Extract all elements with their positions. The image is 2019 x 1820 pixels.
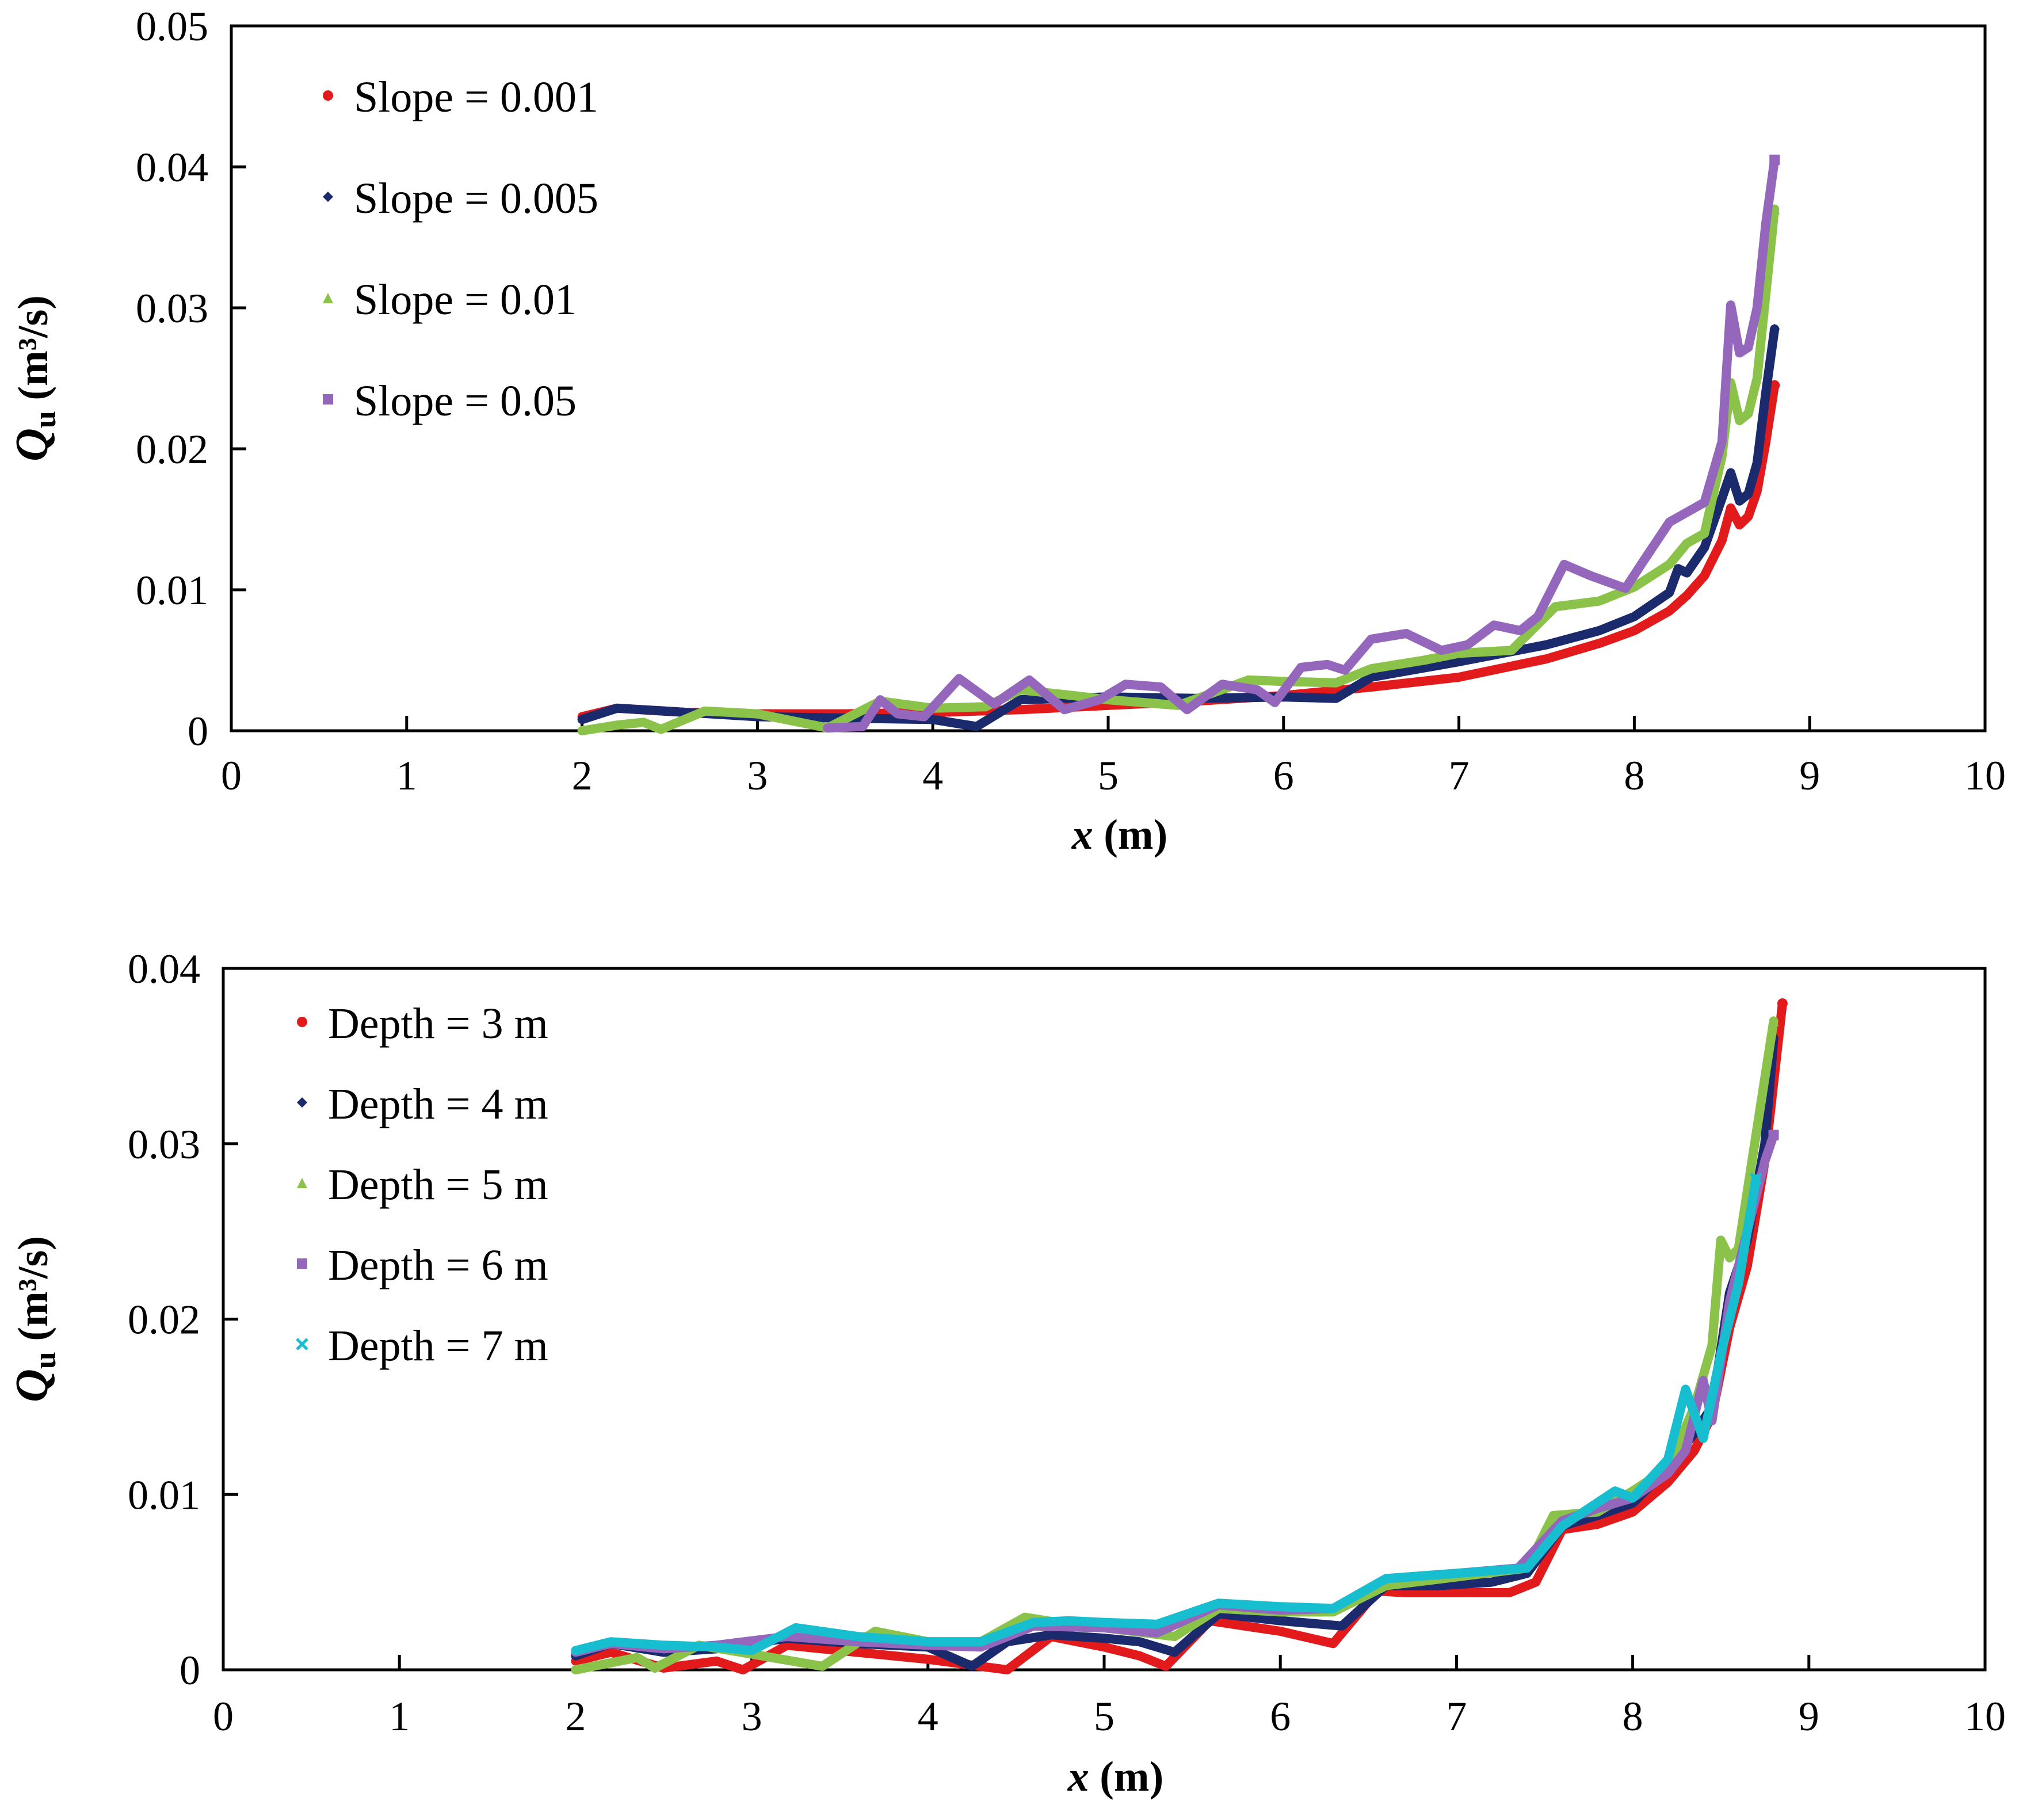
series-line-5: [571, 1174, 1761, 1655]
series-line-4: [823, 155, 1780, 733]
x-axis-label-units: (m): [1089, 1753, 1163, 1800]
x-axis-label-var: x: [1067, 1753, 1089, 1800]
x-tick-label: 3: [742, 1693, 762, 1739]
x-tick-label: 10: [1964, 753, 2006, 799]
marker-stroke: [1750, 1172, 1762, 1185]
legend-marker: [323, 192, 333, 202]
x-tick-label: 1: [389, 1693, 410, 1739]
plot-area: [230, 24, 1987, 732]
x-tick-label: 1: [396, 753, 417, 799]
legend-label: Slope = 0.05: [354, 377, 577, 425]
series-end-point: [1769, 154, 1780, 165]
marker-stroke: [296, 1338, 308, 1350]
x-tick-label: 3: [747, 753, 768, 799]
legend-label: Depth = 3 m: [328, 999, 548, 1048]
series-end-point: [1768, 1130, 1779, 1140]
legend-marker: [296, 1338, 308, 1350]
legend-marker: [297, 1258, 307, 1269]
x-axis-label: x (m): [1071, 811, 1167, 859]
y-tick-label: 0.04: [128, 946, 200, 992]
legend-marker: [297, 1097, 307, 1108]
x-tick-label: 8: [1624, 753, 1644, 799]
x-tick-label: 9: [1799, 753, 1820, 799]
legend-label: Slope = 0.001: [354, 73, 598, 121]
y-tick-label: 0.01: [136, 567, 208, 613]
x-tick-label: 0: [213, 1693, 234, 1739]
y-axis-label-sub: u: [28, 411, 62, 428]
x-tick-label: 5: [1094, 1693, 1115, 1739]
x-tick-label: 7: [1449, 753, 1470, 799]
y-axis-label-sub: u: [28, 1352, 62, 1369]
legend-label: Slope = 0.01: [354, 276, 577, 324]
legend-marker: [297, 1017, 307, 1027]
series-end-point: [1768, 1016, 1779, 1027]
y-tick-label: 0.03: [128, 1121, 200, 1167]
y-axis-label-units: (m³/s): [10, 295, 57, 411]
y-tick-label: 0.01: [128, 1472, 200, 1518]
x-tick-label: 4: [918, 1693, 938, 1739]
y-axis-label-var: Q: [7, 428, 58, 461]
x-axis-label-var: x: [1071, 811, 1093, 859]
chart-depth: 0 1 2 3 4 5 6 7 8 9 10 0 0.01 0.02 0.03 0.04 Depth = 3 m…: [7, 946, 2006, 1800]
x-tick-label: 2: [565, 1693, 586, 1739]
y-axis-label-units: (m³/s): [10, 1236, 57, 1352]
x-tick-label: 2: [572, 753, 593, 799]
x-tick-label: 4: [922, 753, 943, 799]
legend-label: Depth = 7 m: [328, 1322, 548, 1370]
y-tick-label: 0.02: [136, 426, 208, 472]
x-tick-label: 6: [1270, 1693, 1291, 1739]
y-tick-label: 0.05: [136, 3, 208, 49]
x-tick-label: 8: [1623, 1693, 1643, 1739]
x-tick-label: 5: [1098, 753, 1119, 799]
y-axis-label: Qu (m³/s): [7, 1236, 62, 1402]
x-axis-label: x (m): [1067, 1753, 1163, 1800]
x-tick-label: 0: [221, 753, 242, 799]
x-tick-label: 9: [1799, 1693, 1819, 1739]
x-tick-label: 6: [1273, 753, 1294, 799]
x-tick-label: 7: [1446, 1693, 1467, 1739]
legend-label: Depth = 4 m: [328, 1080, 548, 1128]
legend-label: Slope = 0.005: [354, 174, 598, 223]
y-axis-label-var: Q: [7, 1369, 58, 1402]
y-tick-label: 0.03: [136, 285, 208, 331]
series-line-1: [571, 999, 1787, 1674]
y-axis-label: Qu (m³/s): [7, 295, 62, 461]
legend-marker: [323, 90, 333, 101]
legend-label: Depth = 5 m: [328, 1161, 548, 1209]
y-tick-label: 0: [180, 1647, 200, 1693]
legend-marker: [323, 394, 333, 405]
x-axis-label-units: (m): [1093, 811, 1167, 859]
series-end-point: [1769, 380, 1780, 391]
y-tick-label: 0.04: [136, 144, 208, 190]
plot-area: [222, 967, 1987, 1672]
chart-slope: 0 1 2 3 4 5 6 7 8 9 10 0 0.01 0.02 0.03 0.04 0.05 Slope =…: [7, 3, 2006, 859]
legend-label: Depth = 6 m: [328, 1241, 548, 1289]
x-tick-label: 10: [1964, 1693, 2006, 1739]
legend-marker: [323, 293, 333, 303]
legend-marker: [297, 1178, 307, 1188]
series-end-point: [1750, 1172, 1762, 1185]
series-end-point: [1769, 323, 1780, 334]
series-end-point: [1777, 998, 1788, 1009]
y-tick-label: 0: [188, 708, 208, 754]
y-tick-label: 0.02: [128, 1297, 200, 1343]
